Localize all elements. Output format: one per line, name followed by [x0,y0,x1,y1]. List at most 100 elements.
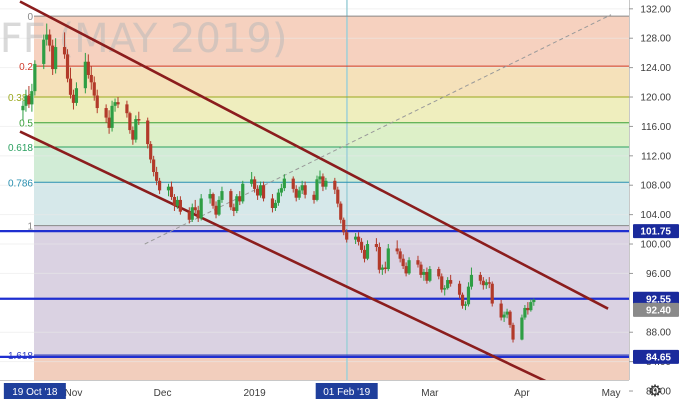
price-axis[interactable]: 132.00 128.00 124.00 120.00 116.00 112.00 108.… [629,0,680,404]
candle-body [437,269,441,277]
price-tick-label: 96.00 [646,269,671,280]
candle-body [386,248,390,270]
candle-body [345,232,349,240]
candle-body [149,144,153,160]
channel-line [19,130,568,393]
candle-body [261,185,266,199]
candle-body [42,39,46,64]
time-tick-label: Mar [421,388,439,399]
candle-body [27,95,31,105]
price-tick-label: 80.00 [646,387,671,398]
candle-body [324,180,328,187]
trend-line [144,14,612,245]
candle-body [478,274,482,281]
candle-body [282,178,286,189]
price-tag [633,349,679,364]
candle-body [169,186,174,197]
time-tag-label: 19 Oct '18 [12,387,58,398]
candle-body [511,324,515,340]
candle-body [270,198,275,209]
candle-body [312,194,316,200]
price-tag-label: 84.65 [646,352,671,363]
candle-body [377,246,381,270]
price-tick-label: 88.00 [646,328,671,339]
candle-body [30,91,34,105]
price-tick-label: 104.00 [640,210,671,221]
time-axis[interactable]: Nov Dec 2019 Mar Apr May 19 Oct '18 01 Feb '19 [0,380,629,404]
time-tick-label: Nov [65,388,83,399]
candle-body [520,317,524,340]
candle-body [250,179,254,184]
candle-body [217,199,221,215]
candle-body [505,311,509,315]
fib-zone [34,66,629,98]
time-tick-label: 2019 [244,388,267,399]
channel-line [19,0,609,310]
candle-body [291,178,295,189]
candle-body [113,102,117,106]
price-tick-label: 132.00 [640,4,671,15]
candle-body [523,307,527,318]
candle-body [65,54,70,79]
time-axis-background [0,380,629,404]
price-tag-label: 92.40 [646,305,671,316]
candle-body [71,94,76,103]
price-tick-label: 100.00 [640,240,671,251]
time-tag [3,383,66,399]
price-tag [633,302,679,317]
candle-body [303,185,307,195]
candle-body [487,282,491,284]
support-levels [0,230,629,358]
candle-body [48,34,52,46]
candle-body [401,258,405,267]
candle-body [146,120,150,145]
price-tag-label: 92.55 [646,294,671,305]
candle-body [449,280,453,284]
time-tick-label: May [602,388,621,399]
fib-label: 0.5 [19,119,33,130]
candle-body [446,280,450,289]
candle-body [419,264,423,275]
candle-body [45,34,49,40]
candle-body [276,192,280,203]
candle-body [294,188,298,198]
price-axis-background [629,0,680,404]
candle-body [416,260,420,265]
candle-body [463,304,468,306]
candle-body [33,63,37,92]
candle-body [62,47,67,55]
candle-body [238,196,242,202]
candle-body [499,303,503,318]
candle-body [178,199,182,212]
fib-label: 0.618 [8,143,33,154]
candle-body [279,188,283,193]
candle-body [362,249,367,259]
candle-body [21,105,25,111]
fib-zone [34,355,629,380]
candle-body [232,207,236,211]
candle-body [229,191,233,208]
candle-body [214,205,218,215]
candle-body [428,269,432,281]
candle-body [128,113,132,131]
candle-body [220,191,224,200]
candle-body [166,186,171,191]
price-tag [633,224,679,239]
candle-body [469,274,474,287]
fib-label: 0.2 [19,62,33,73]
settings-gear-icon[interactable]: ⚙ [647,381,663,400]
candle-body [74,88,79,103]
candle-body [339,203,343,220]
candle-body [457,283,462,295]
fib-zone [34,16,629,67]
candle-body [529,302,533,311]
candle-body [24,95,28,106]
candle-body [342,219,346,233]
time-tick-label: Dec [154,388,172,399]
price-tick-label: 112.00 [641,151,671,162]
candle-body [395,248,399,252]
candle-body [398,251,402,259]
price-tick-label: 120.00 [640,93,671,104]
